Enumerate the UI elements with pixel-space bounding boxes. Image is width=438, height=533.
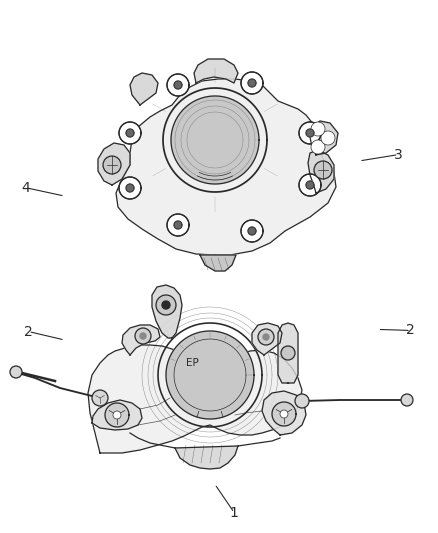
Circle shape [299, 122, 321, 144]
Circle shape [126, 184, 134, 192]
Circle shape [248, 79, 256, 87]
Circle shape [314, 161, 332, 179]
Text: EP: EP [186, 358, 198, 368]
Circle shape [140, 333, 146, 339]
Circle shape [103, 156, 121, 174]
Polygon shape [262, 391, 306, 435]
Circle shape [167, 214, 189, 236]
Circle shape [281, 346, 295, 360]
Polygon shape [98, 143, 130, 185]
Polygon shape [310, 121, 338, 155]
Circle shape [113, 411, 121, 419]
Circle shape [295, 394, 309, 408]
Circle shape [248, 227, 256, 235]
Polygon shape [88, 345, 302, 453]
Circle shape [162, 301, 170, 309]
Text: 2: 2 [24, 325, 33, 338]
Circle shape [174, 81, 182, 89]
Polygon shape [92, 400, 142, 430]
Text: 1: 1 [230, 506, 239, 520]
Circle shape [280, 410, 288, 418]
Circle shape [119, 177, 141, 199]
Text: 2: 2 [406, 324, 415, 337]
Circle shape [306, 181, 314, 189]
Polygon shape [175, 446, 238, 469]
Circle shape [119, 122, 141, 144]
Circle shape [241, 72, 263, 94]
Polygon shape [152, 285, 182, 338]
Circle shape [311, 140, 325, 154]
Circle shape [174, 221, 182, 229]
Polygon shape [308, 150, 334, 193]
Polygon shape [122, 325, 160, 355]
Circle shape [105, 403, 129, 427]
Circle shape [299, 174, 321, 196]
Polygon shape [194, 59, 238, 83]
Polygon shape [278, 323, 298, 383]
Polygon shape [200, 255, 236, 271]
Circle shape [135, 328, 151, 344]
Circle shape [258, 329, 274, 345]
Circle shape [126, 129, 134, 137]
Circle shape [92, 390, 108, 406]
Circle shape [156, 295, 176, 315]
Polygon shape [130, 73, 158, 105]
Circle shape [311, 122, 325, 136]
Text: 4: 4 [21, 181, 30, 195]
Circle shape [241, 220, 263, 242]
Circle shape [10, 366, 22, 378]
Circle shape [166, 331, 254, 419]
Polygon shape [116, 79, 336, 255]
Circle shape [171, 96, 259, 184]
Circle shape [321, 131, 335, 145]
Text: 3: 3 [394, 148, 403, 161]
Circle shape [401, 394, 413, 406]
Polygon shape [252, 323, 282, 355]
Circle shape [263, 334, 269, 340]
Circle shape [272, 402, 296, 426]
Circle shape [306, 129, 314, 137]
Circle shape [167, 74, 189, 96]
